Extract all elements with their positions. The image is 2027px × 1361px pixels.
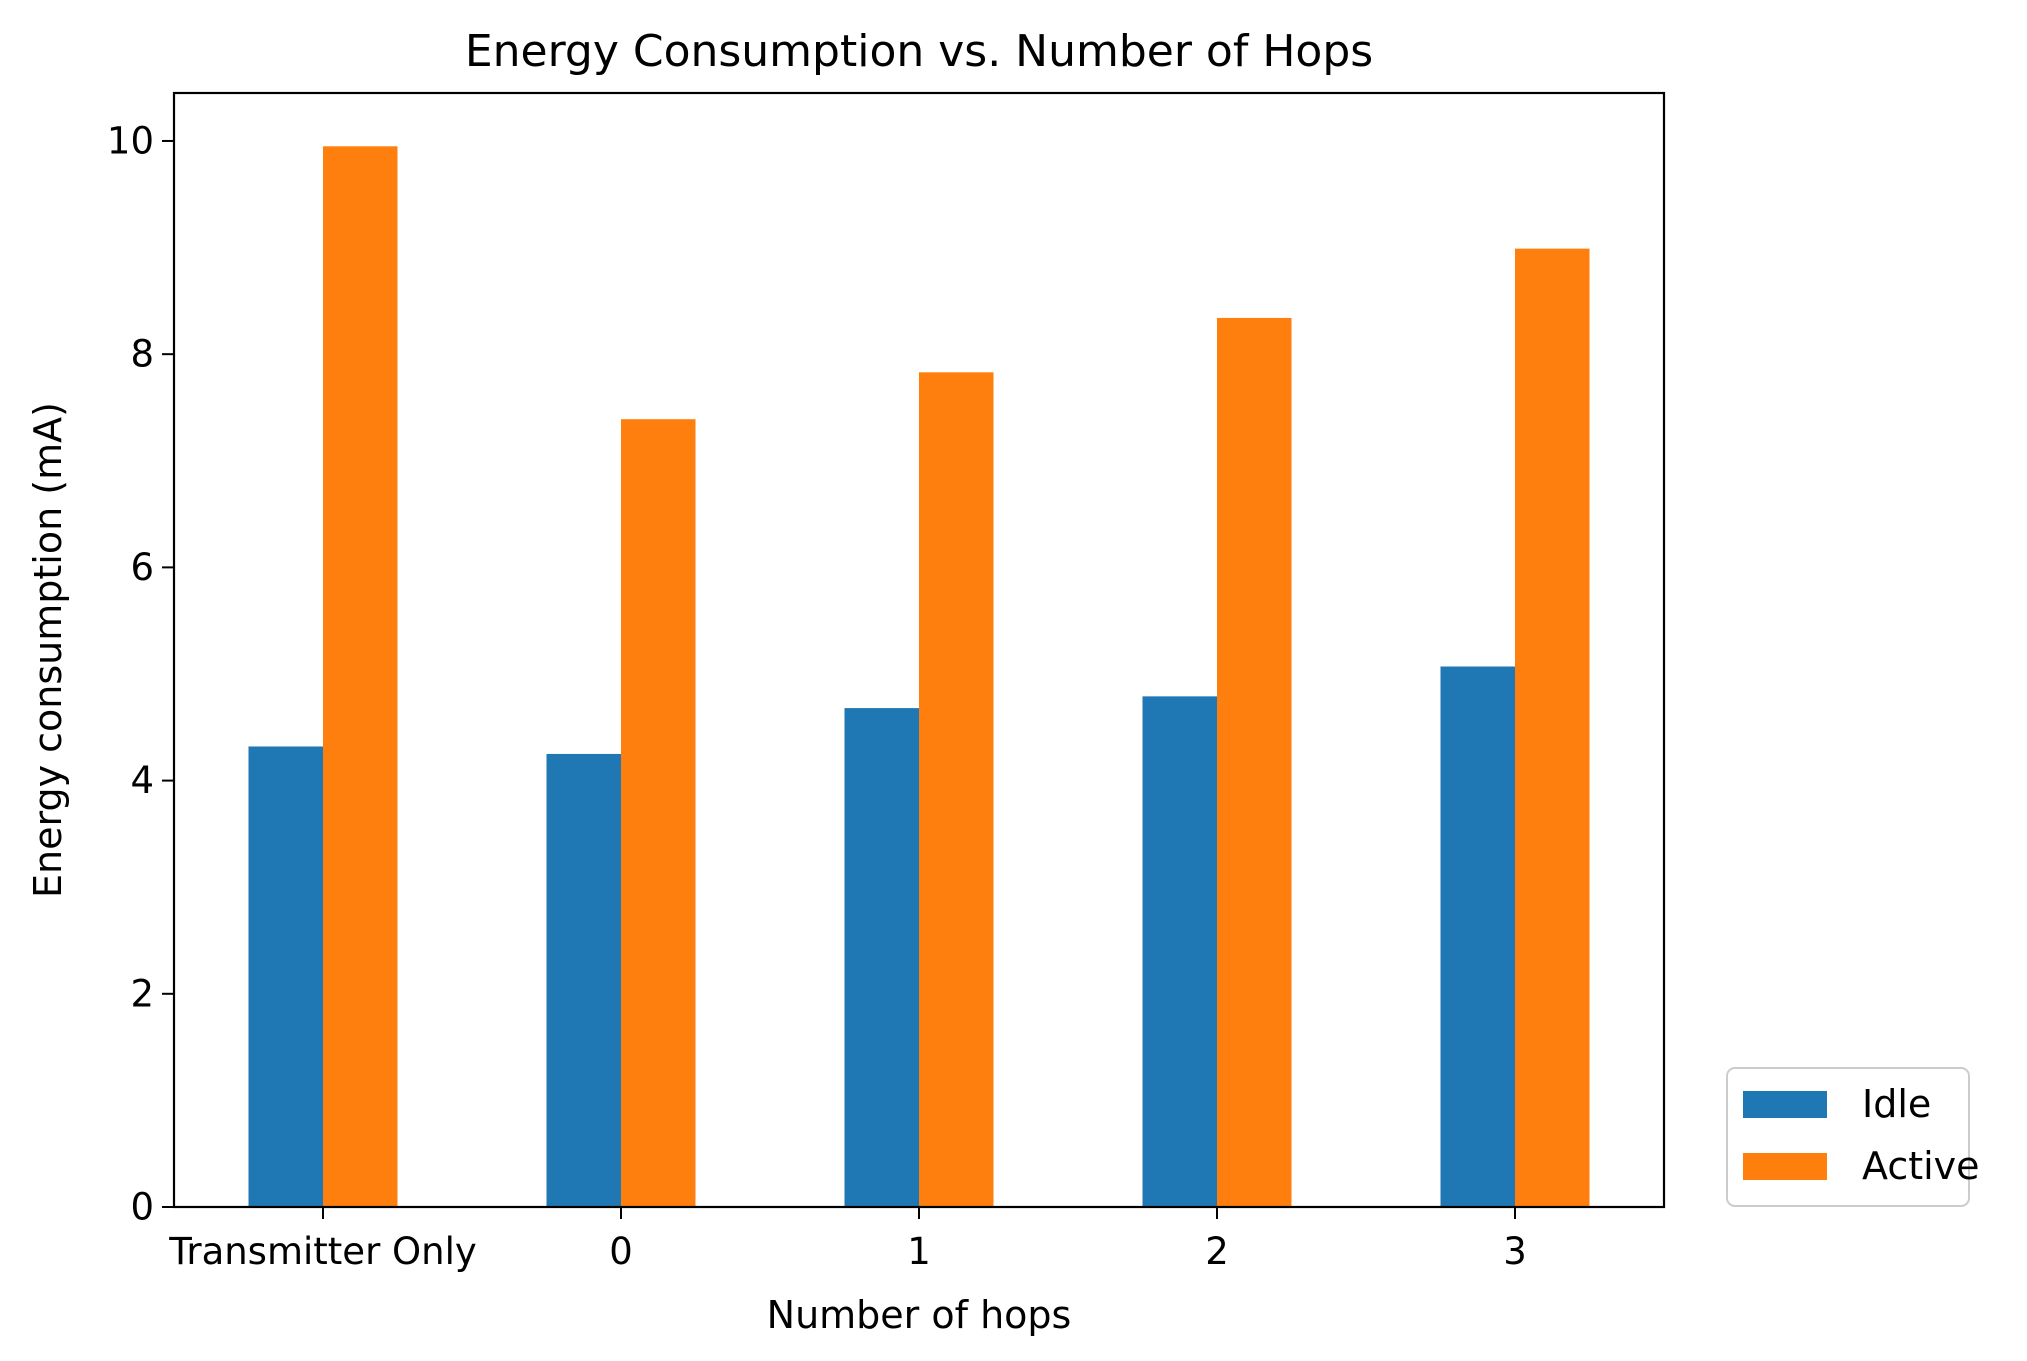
x-axis-title: Number of hops — [767, 1293, 1072, 1337]
x-tick-label: 1 — [907, 1230, 931, 1273]
y-tick-label: 2 — [130, 972, 154, 1015]
x-tick-label: Transmitter Only — [168, 1230, 477, 1273]
legend-swatch-active — [1743, 1153, 1827, 1180]
legend-label-idle: Idle — [1862, 1082, 1931, 1126]
legend: Idle Active — [1726, 1067, 1980, 1207]
series-idle — [248, 666, 1515, 1207]
legend-swatch-idle — [1743, 1091, 1827, 1118]
bar-idle — [248, 746, 323, 1207]
bar-active — [323, 146, 398, 1207]
chart-title: Energy Consumption vs. Number of Hops — [465, 26, 1373, 77]
series-active — [323, 146, 1590, 1207]
y-tick-label: 8 — [130, 333, 154, 376]
y-tick-label: 10 — [107, 119, 154, 162]
bar-idle — [1142, 696, 1217, 1207]
y-axis-title: Energy consumption (mA) — [26, 402, 70, 898]
bar-active — [621, 419, 696, 1207]
bars-layer — [248, 146, 1590, 1207]
y-axis: 0 2 4 6 8 10 — [107, 119, 174, 1229]
x-tick-label: 3 — [1503, 1230, 1527, 1273]
bar-idle — [844, 708, 919, 1207]
y-tick-label: 0 — [130, 1186, 154, 1229]
bar-active — [919, 372, 994, 1207]
legend-label-active: Active — [1862, 1144, 1980, 1188]
bar-active — [1217, 317, 1292, 1207]
y-tick-label: 6 — [130, 546, 154, 589]
x-tick-label: 0 — [609, 1230, 633, 1273]
x-axis: Transmitter Only 0 1 2 3 — [168, 1207, 1527, 1273]
bar-idle — [546, 753, 621, 1207]
x-tick-label: 2 — [1205, 1230, 1229, 1273]
bar-idle — [1440, 666, 1515, 1207]
bar-active — [1515, 248, 1590, 1207]
y-tick-label: 4 — [130, 759, 154, 802]
